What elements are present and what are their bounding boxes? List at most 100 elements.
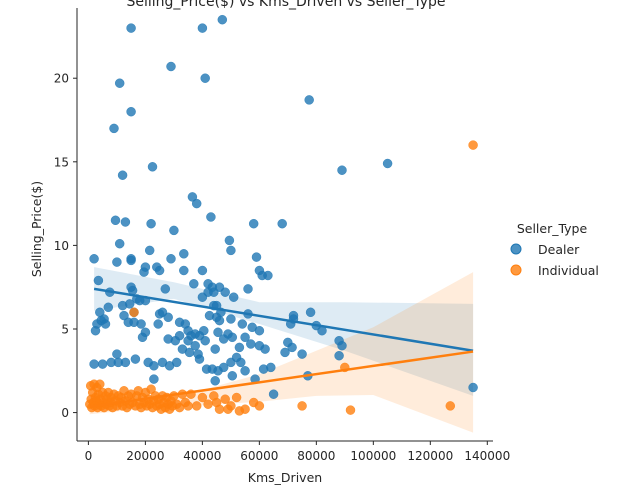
y-tick-label: 0	[61, 406, 69, 420]
chart-title: Selling_Price($) vs Kms_Driven vs Seller…	[127, 0, 446, 10]
point-individual	[240, 404, 250, 414]
point-individual	[220, 394, 230, 404]
point-dealer	[112, 349, 122, 359]
point-dealer	[277, 218, 287, 229]
point-dealer	[126, 106, 136, 117]
point-dealer	[93, 275, 104, 286]
y-tick-label: 5	[61, 322, 69, 336]
point-dealer	[254, 325, 265, 336]
point-dealer	[163, 312, 173, 323]
point-dealer	[187, 192, 198, 202]
point-dealer	[109, 123, 119, 134]
point-dealer	[227, 332, 238, 343]
x-axis-label: Kms_Driven	[248, 470, 322, 485]
point-dealer	[304, 95, 314, 105]
y-tick-label: 10	[54, 239, 69, 253]
point-individual	[214, 404, 225, 414]
point-individual	[226, 401, 236, 411]
point-dealer	[126, 23, 136, 33]
x-tick-label: 60000	[240, 449, 278, 463]
point-dealer	[240, 332, 250, 343]
x-tick-label: 40000	[183, 449, 221, 463]
point-dealer	[190, 340, 200, 351]
x-tick-label: 100000	[350, 449, 396, 463]
point-dealer	[214, 315, 225, 326]
legend-marker-individual	[510, 264, 522, 276]
point-dealer	[100, 319, 111, 329]
point-dealer	[189, 279, 199, 289]
legend: Seller_Type Dealer Individual	[510, 221, 599, 278]
point-individual	[345, 405, 356, 415]
legend-label-dealer: Dealer	[538, 242, 580, 257]
x-tick-label: 80000	[297, 449, 335, 463]
point-dealer	[210, 344, 220, 354]
point-dealer	[149, 374, 159, 384]
x-tick-label: 140000	[464, 449, 510, 463]
legend-label-individual: Individual	[538, 263, 599, 278]
x-axis-ticks: 0 20000 40000 60000 80000 100000 120000 140000	[85, 441, 510, 463]
point-dealer	[268, 389, 279, 399]
point-individual	[297, 401, 307, 411]
point-individual	[129, 307, 139, 318]
point-individual	[203, 399, 213, 409]
point-dealer	[251, 252, 262, 262]
point-individual	[146, 384, 156, 394]
data-points	[85, 14, 478, 416]
ci-band-dealer	[94, 267, 474, 396]
point-dealer	[166, 61, 176, 72]
point-dealer	[171, 357, 182, 368]
point-dealer	[153, 319, 163, 329]
point-individual	[445, 401, 456, 411]
point-dealer	[213, 327, 223, 338]
point-dealer	[110, 215, 121, 226]
point-dealer	[179, 249, 189, 259]
y-tick-label: 20	[54, 72, 69, 86]
point-dealer	[126, 255, 136, 266]
fit-line-individual	[89, 350, 474, 408]
point-dealer	[119, 310, 129, 321]
point-dealer	[197, 265, 208, 276]
point-dealer	[227, 371, 238, 381]
point-individual	[197, 392, 208, 403]
point-dealer	[260, 344, 270, 354]
point-dealer	[114, 238, 125, 249]
point-dealer	[191, 198, 202, 209]
point-dealer	[112, 257, 122, 267]
point-dealer	[220, 287, 230, 297]
point-dealer	[174, 330, 185, 341]
point-dealer	[130, 354, 141, 364]
point-dealer	[124, 299, 135, 309]
fit-line-dealer	[93, 287, 474, 352]
x-tick-label: 0	[85, 449, 93, 463]
y-axis-ticks: 0 5 10 15 20	[54, 72, 77, 420]
point-dealer	[149, 361, 159, 371]
point-dealer	[266, 362, 276, 373]
point-dealer	[136, 319, 146, 329]
point-dealer	[305, 307, 316, 318]
point-dealer	[140, 327, 151, 338]
point-dealer	[169, 225, 179, 236]
point-dealer	[154, 265, 165, 276]
point-dealer	[226, 314, 236, 324]
regression-lines	[89, 287, 474, 408]
point-dealer	[218, 362, 229, 373]
x-tick-label: 120000	[407, 449, 453, 463]
point-dealer	[280, 347, 290, 358]
point-dealer	[117, 170, 128, 180]
point-dealer	[228, 292, 239, 302]
legend-title: Seller_Type	[517, 221, 588, 236]
point-dealer	[297, 349, 307, 359]
point-individual	[183, 401, 193, 411]
point-dealer	[199, 325, 209, 336]
point-dealer	[200, 335, 210, 346]
point-individual	[95, 379, 105, 389]
point-dealer	[234, 342, 245, 353]
y-tick-label: 15	[54, 155, 69, 169]
axes	[76, 8, 493, 442]
point-dealer	[237, 319, 248, 329]
point-dealer	[224, 235, 235, 246]
point-dealer	[226, 245, 236, 256]
point-dealer	[382, 158, 393, 169]
point-dealer	[210, 376, 220, 386]
